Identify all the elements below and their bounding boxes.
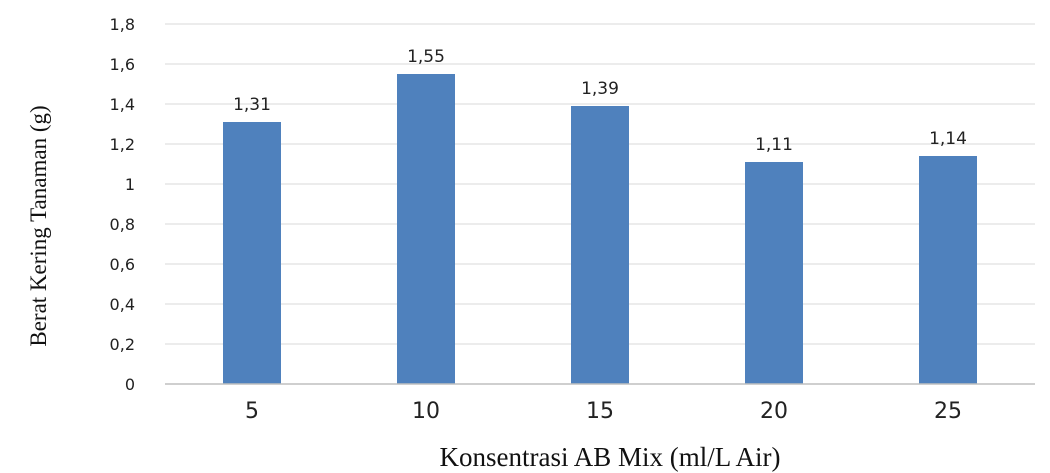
- y-tick-label: 1: [125, 175, 135, 194]
- x-tick-label: 5: [245, 399, 259, 424]
- bar-25: [919, 156, 977, 384]
- y-tick-label: 1,6: [110, 55, 135, 74]
- data-label-20: 1,11: [755, 135, 793, 155]
- y-tick-label: 0,2: [110, 335, 135, 354]
- bar-10: [397, 74, 455, 384]
- data-label-5: 1,31: [233, 95, 271, 115]
- y-tick-label: 0: [125, 375, 135, 394]
- x-axis-ticks: 5 10 15 20 25: [245, 399, 962, 424]
- x-tick-label: 20: [760, 399, 788, 424]
- y-tick-label: 0,6: [110, 255, 135, 274]
- x-tick-label: 25: [934, 399, 962, 424]
- y-tick-label: 0,8: [110, 215, 135, 234]
- bar-5: [223, 122, 281, 384]
- y-tick-label: 0,4: [110, 295, 135, 314]
- bar-15: [571, 106, 629, 384]
- x-tick-label: 10: [412, 399, 440, 424]
- data-label-15: 1,39: [581, 79, 619, 99]
- y-tick-label: 1,2: [110, 135, 135, 154]
- y-tick-label: 1,8: [110, 15, 135, 34]
- data-label-25: 1,14: [929, 129, 967, 149]
- x-axis-title: Konsentrasi AB Mix (ml/L Air): [440, 442, 781, 472]
- data-label-10: 1,55: [407, 47, 445, 67]
- y-axis-title: Berat Kering Tanaman (g): [26, 105, 51, 346]
- data-labels: 1,31 1,55 1,39 1,11 1,14: [233, 47, 967, 155]
- y-tick-label: 1,4: [110, 95, 135, 114]
- y-axis-ticks: 0 0,2 0,4 0,6 0,8 1 1,2 1,4 1,6 1,8: [110, 15, 135, 394]
- x-tick-label: 15: [586, 399, 614, 424]
- bars: [223, 74, 977, 384]
- bar-20: [745, 162, 803, 384]
